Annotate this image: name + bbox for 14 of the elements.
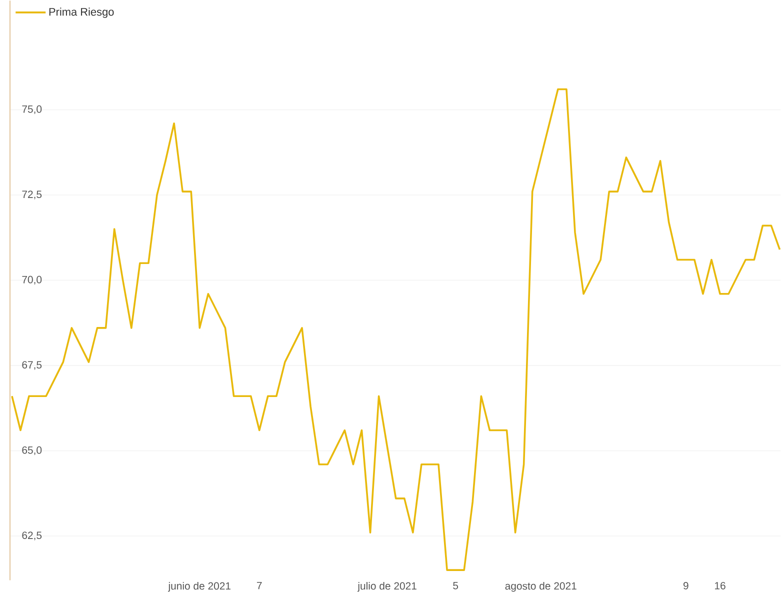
- y-tick-label: 65,0: [22, 446, 42, 455]
- y-tick-label: 62,5: [22, 532, 42, 540]
- y-tick-label: 67,5: [22, 361, 42, 370]
- x-tick-label: 5: [453, 582, 458, 590]
- y-tick-label: 70,0: [22, 276, 42, 284]
- y-tick-label: 72,5: [22, 190, 42, 200]
- x-tick-label: agosto de 2021: [505, 582, 576, 592]
- x-tick-label: 9: [683, 582, 688, 590]
- x-tick-label: julio de 2021: [357, 582, 416, 592]
- y-tick-label: 75,0: [22, 105, 42, 114]
- x-tick-label: 16: [715, 582, 726, 590]
- x-tick-label: 7: [256, 582, 262, 590]
- legend-label: Prima Riesgo: [49, 8, 114, 18]
- x-tick-label: junio de 2021: [168, 582, 230, 592]
